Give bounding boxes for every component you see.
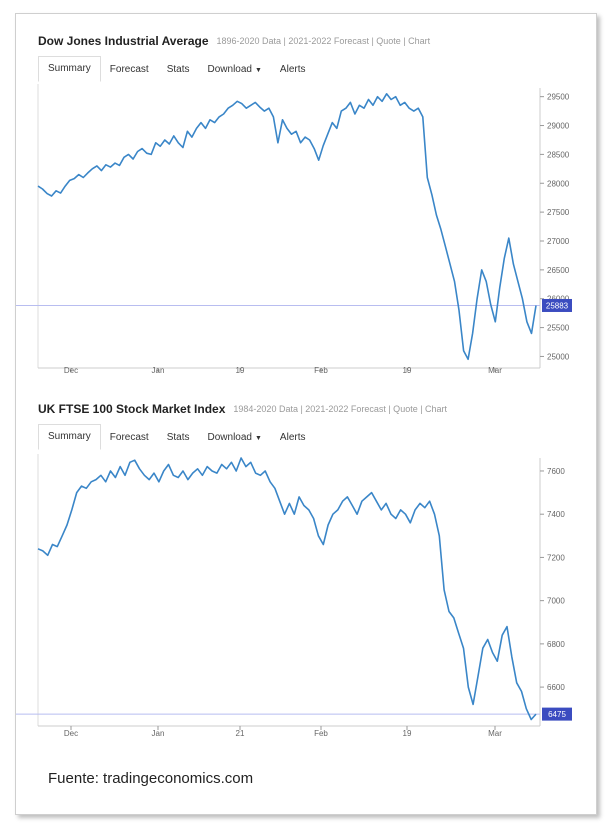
y-tick-label: 6800 [547,640,565,649]
y-tick-label: 7200 [547,553,565,562]
y-tick-label: 27500 [547,208,570,217]
last-value-badge [542,707,572,721]
chart-title: Dow Jones Industrial Average [38,34,209,48]
chart-title: UK FTSE 100 Stock Market Index [38,402,226,416]
y-tick-label: 6600 [547,683,565,692]
tab-forecast[interactable]: Forecast [109,64,149,75]
tab-stats[interactable]: Stats [166,432,190,443]
chart-header: Dow Jones Industrial Average 1896-2020 D… [38,30,430,52]
last-value-label: 25883 [546,301,569,310]
ftse-line-chart: 6600 6800 7000 7200 7400 7600 Dec Jan 21 Feb 19 Mar… [16,454,572,738]
y-tick-label: 25000 [547,352,570,361]
tab-stats[interactable]: Stats [166,64,190,75]
x-tick-label: Dec [64,366,78,375]
figure-frame: Dow Jones Industrial Average 1896-2020 D… [15,13,597,815]
chart-links[interactable]: 1896-2020 Data | 2021-2022 Forecast | Qu… [216,36,431,46]
source-note: Fuente: tradingeconomics.com [48,770,254,787]
chart-header: UK FTSE 100 Stock Market Index 1984-2020… [38,398,447,420]
x-tick-label: Jan [152,366,165,375]
y-tick-label: 26500 [547,266,570,275]
x-tick-label: 19 [403,366,412,375]
y-tick-label: 28500 [547,150,570,159]
tab-download-label: Download [207,64,252,75]
tab-summary[interactable]: Summary [38,424,101,450]
dow-line-chart: 2500025500260002650027000275002800028500… [16,84,572,375]
tab-download[interactable]: Download ▼ [199,426,271,450]
last-value-label: 6475 [548,710,566,719]
x-tick-label: 21 [236,729,245,738]
tab-download-label: Download [207,432,252,443]
chevron-down-icon: ▼ [254,435,262,442]
series-line [37,457,537,721]
x-tick-label: Dec [64,729,78,738]
tab-summary[interactable]: Summary [38,56,101,82]
tab-forecast[interactable]: Forecast [109,432,149,443]
tab-alerts[interactable]: Alerts [279,432,306,443]
chart-links[interactable]: 1984-2020 Data | 2021-2022 Forecast | Qu… [233,404,448,414]
x-tick-label: 19 [236,366,245,375]
y-tick-label: 7600 [547,467,565,476]
x-tick-label: Mar [488,729,502,738]
y-tick-label: 28000 [547,179,570,188]
tab-download[interactable]: Download ▼ [199,58,271,82]
y-tick-label: 25500 [547,324,570,333]
x-tick-label: Jan [152,729,165,738]
chart-tabs: Summary Forecast Stats Download ▼ Alerts [38,424,314,450]
chart-tabs: Summary Forecast Stats Download ▼ Alerts [38,56,314,82]
y-tick-label: 29000 [547,122,570,131]
x-tick-label: Feb [314,366,328,375]
x-tick-label: 19 [403,729,412,738]
x-tick-label: Feb [314,729,328,738]
chevron-down-icon: ▼ [254,67,262,74]
last-value-badge [542,298,572,312]
y-tick-label: 7400 [547,510,565,519]
series-line [37,93,537,361]
x-tick-label: Mar [488,366,502,375]
y-tick-label: 29500 [547,93,570,102]
tab-alerts[interactable]: Alerts [279,64,306,75]
y-tick-label: 27000 [547,237,570,246]
y-tick-label: 7000 [547,597,565,606]
